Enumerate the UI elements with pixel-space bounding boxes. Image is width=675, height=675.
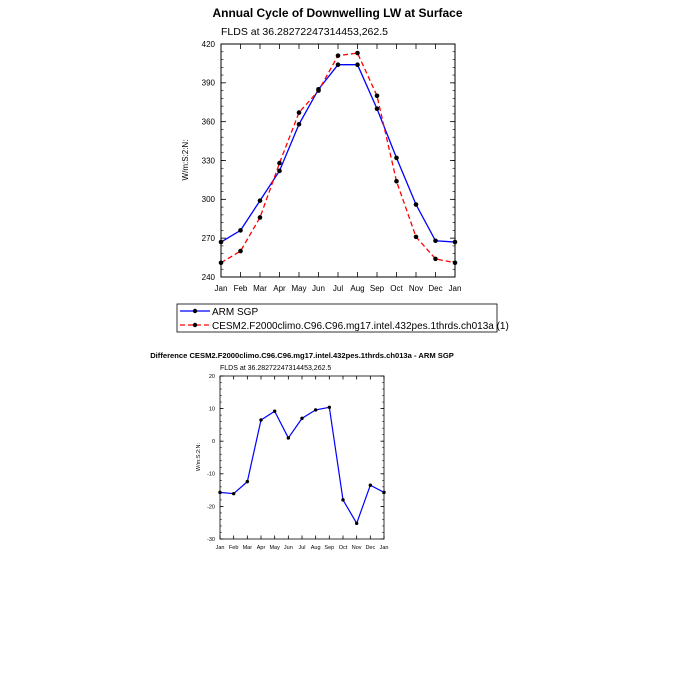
x-tick-label: Apr: [273, 284, 286, 293]
x-tick-label: Oct: [339, 545, 348, 551]
series-1-point: [355, 50, 360, 56]
x-tick-label: Mar: [243, 545, 253, 551]
chart2-ticks: -30 -20 -10 0 10 20 Jan Feb Mar Apr May Jun Jul Aug Se…: [207, 374, 388, 551]
series-0-point: [300, 416, 304, 421]
x-tick-label: Dec: [428, 284, 442, 293]
x-tick-label: Dec: [365, 545, 375, 551]
x-tick-label: Jul: [298, 545, 305, 551]
chart1-title: Annual Cycle of Downwelling LW at Surfac…: [212, 6, 462, 20]
x-tick-label: Sep: [324, 545, 334, 551]
series-0-point: [394, 155, 399, 161]
y-tick-label: 300: [202, 195, 216, 204]
y-tick-label: 20: [209, 374, 215, 380]
series-0-point: [335, 62, 341, 68]
x-tick-label: Feb: [234, 284, 248, 293]
annual-cycle-chart: Annual Cycle of Downwelling LW at Surfac…: [181, 6, 463, 293]
chart1-plot-frame: [220, 43, 456, 278]
series-0-point: [341, 498, 345, 502]
x-tick-label: Aug: [350, 284, 364, 293]
series-0-point: [413, 202, 419, 207]
series-0-point: [277, 168, 282, 174]
series-1-point: [335, 53, 341, 58]
chart1-y-axis-label: W/m:S:2:N:: [181, 140, 190, 181]
series-1-point: [413, 234, 419, 240]
series-0-point: [231, 491, 236, 496]
difference-chart: Difference CESM2.F2000climo.C96.C96.mg17…: [150, 351, 454, 551]
y-tick-label: 0: [212, 439, 215, 445]
chart2-title: Difference CESM2.F2000climo.C96.C96.mg17…: [150, 351, 454, 360]
chart1-legend: ARM SGP CESM2.F2000climo.C96.C96.mg17.in…: [176, 303, 509, 333]
y-tick-label: 360: [202, 117, 216, 126]
series-0-point: [374, 106, 380, 112]
chart2-subtitle: FLDS at 36.28272247314453,262.5: [220, 365, 331, 372]
x-tick-label: Mar: [253, 284, 267, 293]
series-line-1: [220, 52, 456, 264]
legend-marker-arm: [192, 308, 198, 314]
y-tick-label: 390: [202, 79, 216, 88]
chart2-series: [218, 405, 386, 526]
series-0-point: [257, 198, 263, 203]
chart1-ticks: 240 270 300 330 360 390 420 Jan Feb Mar Apr May Jun J…: [202, 40, 462, 293]
x-tick-label: May: [269, 545, 280, 551]
series-1-point: [394, 178, 399, 184]
x-tick-label: Nov: [409, 284, 423, 293]
series-1-point: [238, 248, 243, 254]
x-tick-label: Oct: [390, 284, 403, 293]
y-tick-label: 420: [202, 40, 216, 49]
chart2-y-axis-label: W/m:S:2:N:: [196, 442, 202, 471]
series-0-point: [327, 405, 332, 409]
series-1-point: [296, 110, 302, 115]
series-0-point: [272, 409, 277, 413]
series-0-point: [368, 483, 373, 487]
series-1-point: [257, 215, 263, 220]
x-tick-label: Aug: [311, 545, 321, 551]
series-line-0: [219, 406, 385, 525]
x-tick-label: Sep: [370, 284, 385, 293]
series-line-0: [220, 64, 456, 243]
series-1-point: [277, 160, 282, 166]
series-0-point: [259, 418, 263, 422]
x-tick-label: Jan: [216, 545, 225, 551]
x-tick-label: Nov: [352, 545, 362, 551]
series-1-point: [316, 88, 321, 93]
y-tick-label: 330: [202, 156, 216, 165]
x-tick-label: Jan: [215, 284, 228, 293]
y-tick-label: -10: [207, 472, 215, 478]
legend-label-arm: ARM SGP: [212, 307, 258, 318]
series-0-point: [296, 121, 302, 127]
chart1-series: [218, 50, 458, 266]
x-tick-label: Jun: [312, 284, 325, 293]
x-tick-label: May: [291, 284, 306, 293]
y-tick-label: 270: [202, 234, 216, 243]
series-0-point: [355, 62, 360, 68]
y-tick-label: -20: [207, 504, 215, 510]
x-tick-label: Jan: [449, 284, 462, 293]
x-tick-label: Feb: [229, 545, 238, 551]
chart1-subtitle: FLDS at 36.28272247314453,262.5: [221, 26, 388, 38]
series-0-point: [238, 228, 243, 233]
chart2-plot-frame: [219, 375, 385, 540]
legend-marker-cesm: [192, 322, 198, 328]
series-1-point: [433, 256, 438, 262]
y-tick-label: 10: [209, 407, 215, 413]
series-0-point: [354, 521, 359, 526]
legend-box: [176, 303, 498, 333]
series-0-point: [313, 408, 318, 412]
x-tick-label: Jul: [333, 284, 343, 293]
y-tick-label: -30: [207, 537, 215, 543]
x-tick-label: Apr: [257, 545, 266, 551]
legend-label-cesm: CESM2.F2000climo.C96.C96.mg17.intel.432p…: [212, 321, 509, 332]
series-1-point: [374, 93, 380, 99]
series-0-point: [245, 479, 250, 484]
y-tick-label: 240: [202, 273, 216, 282]
series-0-point: [286, 436, 291, 440]
x-tick-label: Jan: [380, 545, 389, 551]
series-0-point: [433, 238, 438, 244]
x-tick-label: Jun: [284, 545, 293, 551]
